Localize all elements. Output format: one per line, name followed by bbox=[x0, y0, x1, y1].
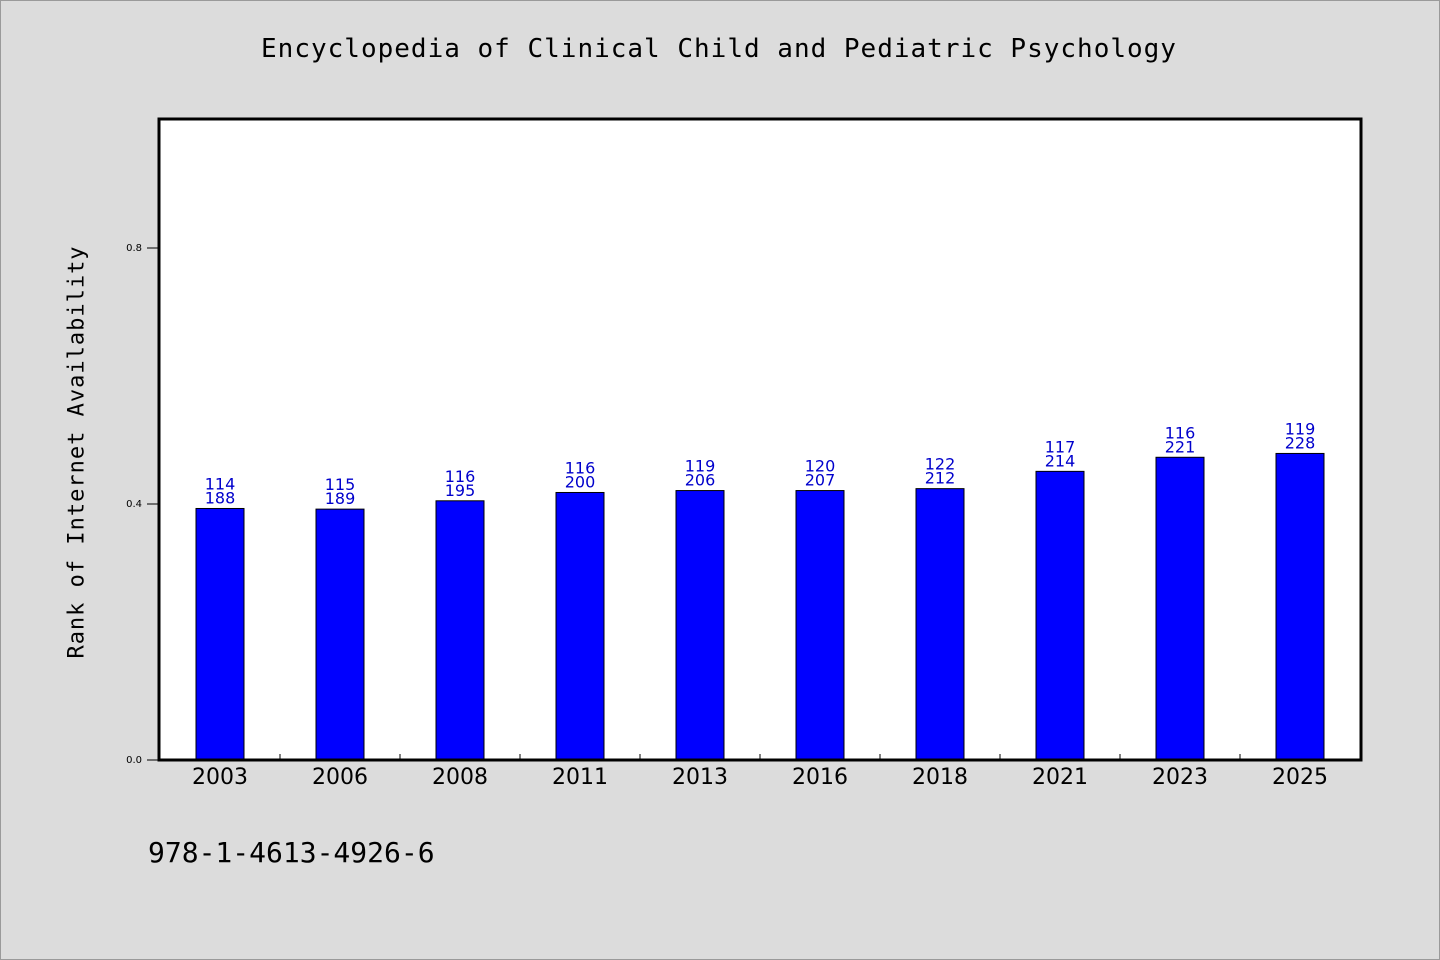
data-label-top: 116 bbox=[565, 458, 596, 477]
x-tick-label: 2006 bbox=[312, 765, 368, 790]
x-tick-label: 2013 bbox=[672, 765, 728, 790]
chart-title: Encyclopedia of Clinical Child and Pedia… bbox=[261, 34, 1177, 64]
bar-2008 bbox=[435, 500, 485, 761]
data-label-bottom: 221 bbox=[1165, 437, 1196, 456]
data-label-bottom: 200 bbox=[565, 472, 596, 491]
data-label-bottom: 214 bbox=[1045, 451, 1076, 470]
data-label-top: 115 bbox=[325, 475, 356, 494]
data-label-bottom: 195 bbox=[445, 481, 476, 500]
isbn-label: 978-1-4613-4926-6 bbox=[148, 836, 435, 869]
bar-2011 bbox=[555, 491, 605, 761]
x-tick-label: 2011 bbox=[552, 765, 608, 790]
data-label-top: 116 bbox=[1165, 423, 1196, 442]
bar-2013 bbox=[675, 490, 725, 761]
bars-layer bbox=[195, 452, 1325, 761]
data-label-bottom: 206 bbox=[685, 471, 716, 490]
data-label-bottom: 207 bbox=[805, 471, 836, 490]
data-label-top: 119 bbox=[1285, 419, 1316, 438]
data-label-top: 114 bbox=[205, 474, 236, 493]
labels-layer: 2003114188200611518920081161952011116200… bbox=[192, 419, 1328, 790]
bar-2006 bbox=[315, 508, 365, 761]
bar-2016 bbox=[795, 490, 845, 761]
data-label-bottom: 212 bbox=[925, 469, 956, 488]
data-label-top: 117 bbox=[1045, 437, 1076, 456]
bar-2021 bbox=[1035, 470, 1085, 761]
bar-2018 bbox=[915, 488, 965, 761]
bar-2003 bbox=[195, 507, 245, 761]
x-tick-label: 2021 bbox=[1032, 765, 1088, 790]
y-tick-label: 0.8 bbox=[126, 243, 142, 254]
x-tick-label: 2003 bbox=[192, 765, 248, 790]
data-label-top: 122 bbox=[925, 455, 956, 474]
bar-2023 bbox=[1155, 456, 1205, 761]
data-label-bottom: 188 bbox=[205, 488, 236, 507]
x-tick-label: 2023 bbox=[1152, 765, 1208, 790]
x-tick-label: 2016 bbox=[792, 765, 848, 790]
data-label-top: 120 bbox=[805, 457, 836, 476]
x-tick-label: 2018 bbox=[912, 765, 968, 790]
x-tick-label: 2025 bbox=[1272, 765, 1328, 790]
plot-border bbox=[157, 117, 1363, 762]
y-tick-label: 0.4 bbox=[126, 499, 142, 510]
y-tick-label: 0.0 bbox=[126, 755, 142, 766]
data-label-top: 119 bbox=[685, 457, 716, 476]
data-label-top: 116 bbox=[445, 467, 476, 486]
bar-2025 bbox=[1275, 452, 1325, 761]
data-label-bottom: 228 bbox=[1285, 433, 1316, 452]
data-label-bottom: 189 bbox=[325, 489, 356, 508]
x-tick-label: 2008 bbox=[432, 765, 488, 790]
